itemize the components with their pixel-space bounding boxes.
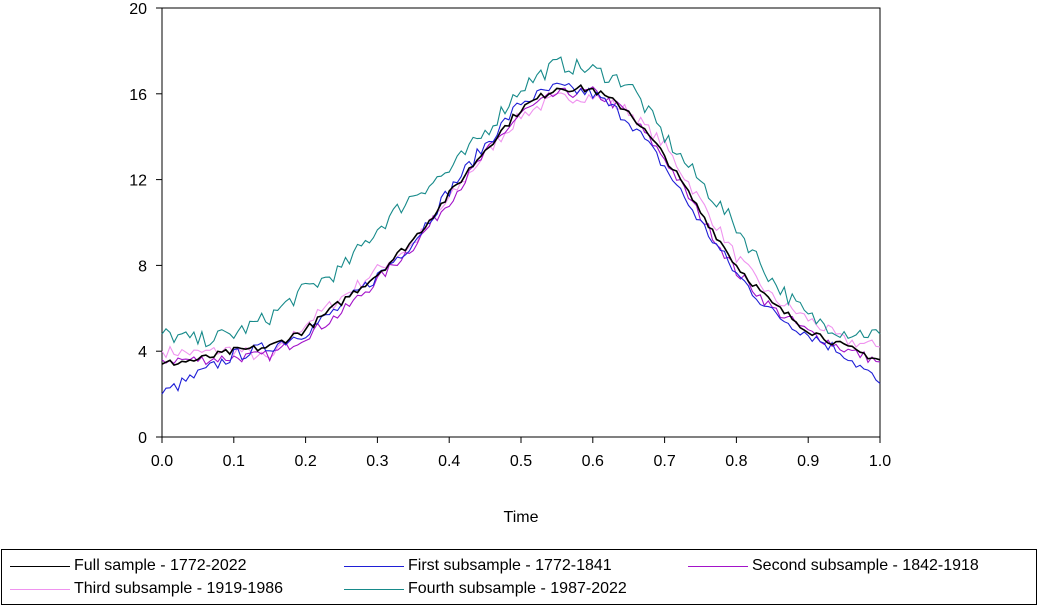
y-tick-label: 16 (129, 87, 147, 104)
series-line-4 (161, 92, 881, 361)
x-tick-label: 0.8 (725, 453, 747, 470)
legend-item-fourth-subsample: Fourth subsample - 1987-2022 (344, 578, 627, 600)
legend-item-first-subsample: First subsample - 1772-1841 (344, 555, 612, 577)
x-tick-label: 0.5 (510, 453, 532, 470)
x-tick-label: 1.0 (869, 453, 891, 470)
legend: Full sample - 1772-2022 First subsample … (1, 549, 1037, 605)
y-tick-label: 4 (138, 344, 147, 361)
x-axis-title: Time (504, 509, 539, 526)
legend-swatch (344, 588, 404, 590)
x-tick-label: 0.0 (151, 453, 173, 470)
series-line-2 (161, 82, 881, 395)
legend-swatch (10, 588, 70, 590)
legend-swatch (10, 565, 70, 567)
plot-area (161, 7, 881, 438)
plot-frame (161, 7, 881, 438)
series-line-5 (161, 56, 881, 348)
legend-label: Full sample - 1772-2022 (74, 557, 247, 574)
axes: 0.0 0.1 0.2 0.3 0.4 0.5 0.6 0.7 0.8 0.9 1.0 0 4 8 12 16… (129, 1, 891, 470)
y-tick-label: 20 (129, 1, 147, 18)
x-tick-label: 0.6 (582, 453, 604, 470)
series-line-1 (161, 83, 881, 367)
legend-label: Fourth subsample - 1987-2022 (408, 580, 627, 597)
x-tick-label: 0.2 (294, 453, 316, 470)
legend-swatch (688, 565, 748, 567)
x-tick-label: 0.1 (223, 453, 245, 470)
legend-label: Third subsample - 1919-1986 (74, 580, 284, 597)
y-tick-label: 8 (138, 258, 147, 275)
line-chart: 0.0 0.1 0.2 0.3 0.4 0.5 0.6 0.7 0.8 0.9 1.0 0 4 8 12 16… (129, 1, 891, 526)
x-tick-label: 0.9 (797, 453, 819, 470)
series-lines (161, 56, 881, 395)
y-tick-label: 0 (138, 430, 147, 447)
legend-item-third-subsample: Third subsample - 1919-1986 (10, 578, 283, 600)
y-tick-label: 12 (129, 173, 147, 190)
legend-item-full-sample: Full sample - 1772-2022 (10, 555, 247, 577)
x-tick-label: 0.7 (653, 453, 675, 470)
legend-label: Second subsample - 1842-1918 (752, 557, 979, 574)
x-tick-label: 0.3 (366, 453, 388, 470)
x-tick-label: 0.4 (438, 453, 460, 470)
legend-swatch (344, 565, 404, 567)
legend-label: First subsample - 1772-1841 (408, 557, 612, 574)
legend-item-second-subsample: Second subsample - 1842-1918 (688, 555, 979, 577)
